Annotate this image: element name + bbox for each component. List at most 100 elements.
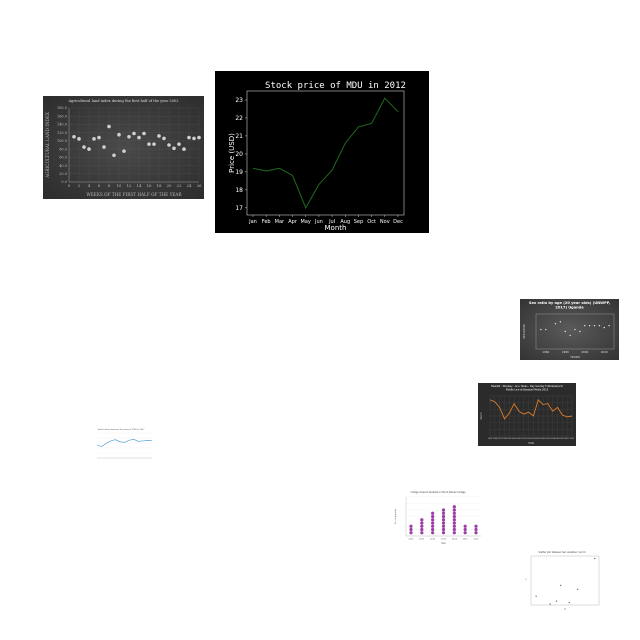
data-dot bbox=[441, 514, 446, 519]
chart-title: Scatter plot between two variables Y and… bbox=[538, 551, 586, 554]
data-point bbox=[102, 145, 106, 149]
x-tick-label: 2013 bbox=[441, 539, 447, 541]
data-dot bbox=[420, 521, 424, 525]
data-dot bbox=[431, 527, 435, 532]
x-tick-label: Nov bbox=[380, 219, 390, 225]
data-point bbox=[167, 143, 171, 147]
y-tick-label: 160.0 bbox=[57, 114, 67, 118]
data-point bbox=[535, 595, 537, 597]
data-dot bbox=[441, 511, 446, 515]
x-tick-label: 12 bbox=[127, 183, 132, 188]
xy-scatter-chart: Scatter plot between two variables Y and… bbox=[522, 549, 602, 612]
xy-scatter-svg: Scatter plot between two variables Y and… bbox=[525, 551, 600, 611]
agricultural-land-chart: Agricultural land index during the first… bbox=[43, 96, 204, 199]
data-dot bbox=[420, 524, 424, 528]
x-axis-label: WEEKS OF THE FIRST HALF OF THE YEAR bbox=[86, 192, 182, 197]
x-tick-label: 2001 bbox=[517, 438, 522, 440]
data-point bbox=[593, 324, 596, 327]
data-dot bbox=[452, 521, 456, 525]
chart-title: Middle Line at Baseball Media 2015 bbox=[506, 389, 549, 392]
series-line bbox=[489, 398, 573, 420]
stock-price-svg: Stock price of MDU in 2012 17 18 19 20 21 22 23… bbox=[228, 81, 406, 232]
data-point bbox=[77, 137, 81, 141]
data-point bbox=[192, 136, 196, 141]
data-point bbox=[117, 132, 121, 137]
series-line bbox=[96, 438, 153, 447]
data-point bbox=[560, 584, 562, 586]
x-axis-label: YEARS bbox=[570, 355, 580, 359]
data-point bbox=[112, 153, 116, 158]
plot-frame bbox=[246, 90, 405, 216]
data-point bbox=[579, 330, 581, 333]
y-axis-label: No. of dropouts bbox=[394, 509, 397, 524]
x-tick-label: 2005 bbox=[536, 438, 541, 440]
y-tick-label: 20.0 bbox=[59, 172, 67, 176]
x-tick-label: 2010 bbox=[560, 438, 565, 440]
y-axis-label: SEX RATIO bbox=[522, 323, 526, 338]
x-tick-label: 2003 bbox=[526, 438, 531, 440]
data-point bbox=[594, 557, 596, 560]
data-point bbox=[197, 135, 201, 140]
data-dot bbox=[441, 518, 446, 522]
x-tick-label: 24 bbox=[187, 183, 192, 188]
data-point bbox=[122, 149, 126, 153]
data-point bbox=[132, 131, 136, 136]
data-point bbox=[142, 131, 146, 136]
y-tick-label: 120.0 bbox=[57, 131, 67, 135]
dropout-dot-chart: College dropout students in Mount Rainie… bbox=[392, 489, 484, 546]
x-tick-label: 1997 bbox=[497, 438, 502, 440]
chart-title: Agricultural land index during the first… bbox=[67, 99, 178, 103]
y-tick-label: 40.0 bbox=[59, 164, 67, 168]
data-dot bbox=[452, 524, 456, 528]
data-point bbox=[540, 328, 542, 331]
y-tick-label: 21 bbox=[235, 133, 243, 140]
x-tick-label: 2000 bbox=[581, 350, 588, 354]
chart-title: Sex ratio by age (20 year olds) (UNWPP, bbox=[529, 301, 610, 305]
data-dot bbox=[452, 511, 456, 515]
y-axis-label: Price (USD) bbox=[228, 133, 236, 173]
x-tick-label: 1980 bbox=[562, 350, 569, 354]
data-dot bbox=[409, 524, 413, 528]
x-tick-label: 18 bbox=[157, 183, 162, 188]
x-tick-label: Apr bbox=[288, 219, 298, 225]
data-dot bbox=[463, 524, 467, 528]
data-dot bbox=[409, 527, 413, 532]
data-point bbox=[157, 134, 161, 138]
y-axis-label: VALUE bbox=[480, 412, 483, 420]
data-dot bbox=[420, 531, 424, 535]
data-point bbox=[559, 321, 562, 323]
y-tick-label: 22 bbox=[235, 115, 243, 122]
x-tick-label: 2008 bbox=[550, 438, 555, 440]
data-point bbox=[568, 601, 570, 604]
data-dot bbox=[431, 511, 435, 515]
x-tick-label: 2016 bbox=[473, 539, 479, 541]
x-tick-label: 2000 bbox=[512, 438, 517, 440]
data-dot bbox=[452, 518, 456, 522]
x-tick-label: 2011 bbox=[565, 438, 570, 440]
x-axis-label: X bbox=[564, 608, 566, 611]
data-dot bbox=[441, 521, 446, 525]
y-tick-label: 20 bbox=[235, 151, 243, 158]
data-point bbox=[97, 135, 101, 140]
x-tick-label: 2007 bbox=[546, 438, 551, 440]
y-tick-label: 18 bbox=[235, 187, 243, 194]
data-point bbox=[72, 134, 76, 139]
data-dot bbox=[431, 514, 435, 519]
data-point bbox=[92, 137, 96, 141]
chart-title: College dropout students in Mount Rainie… bbox=[410, 491, 466, 494]
x-tick-label: 16 bbox=[147, 183, 152, 188]
x-tick-label: 2002 bbox=[521, 438, 526, 440]
x-tick-label: 1960 bbox=[542, 350, 549, 354]
plot-frame bbox=[530, 555, 600, 606]
blue-line-chart: Stocks values between the years of 1990 … bbox=[87, 426, 155, 470]
x-tick-label: 2011 bbox=[419, 539, 425, 541]
sex-ratio-svg: Sex ratio by age (20 year olds) (UNWPP, 2… bbox=[522, 301, 615, 359]
agricultural-land-svg: Agricultural land index during the first… bbox=[45, 99, 202, 197]
x-tick-label: 2009 bbox=[555, 438, 560, 440]
chart-title: Stock price of MDU in 2012 bbox=[265, 81, 406, 91]
x-tick-label: 14 bbox=[137, 183, 142, 188]
data-point bbox=[87, 147, 91, 151]
data-dot bbox=[452, 505, 456, 509]
y-tick-label: 23 bbox=[235, 97, 243, 104]
data-dot bbox=[441, 531, 446, 535]
